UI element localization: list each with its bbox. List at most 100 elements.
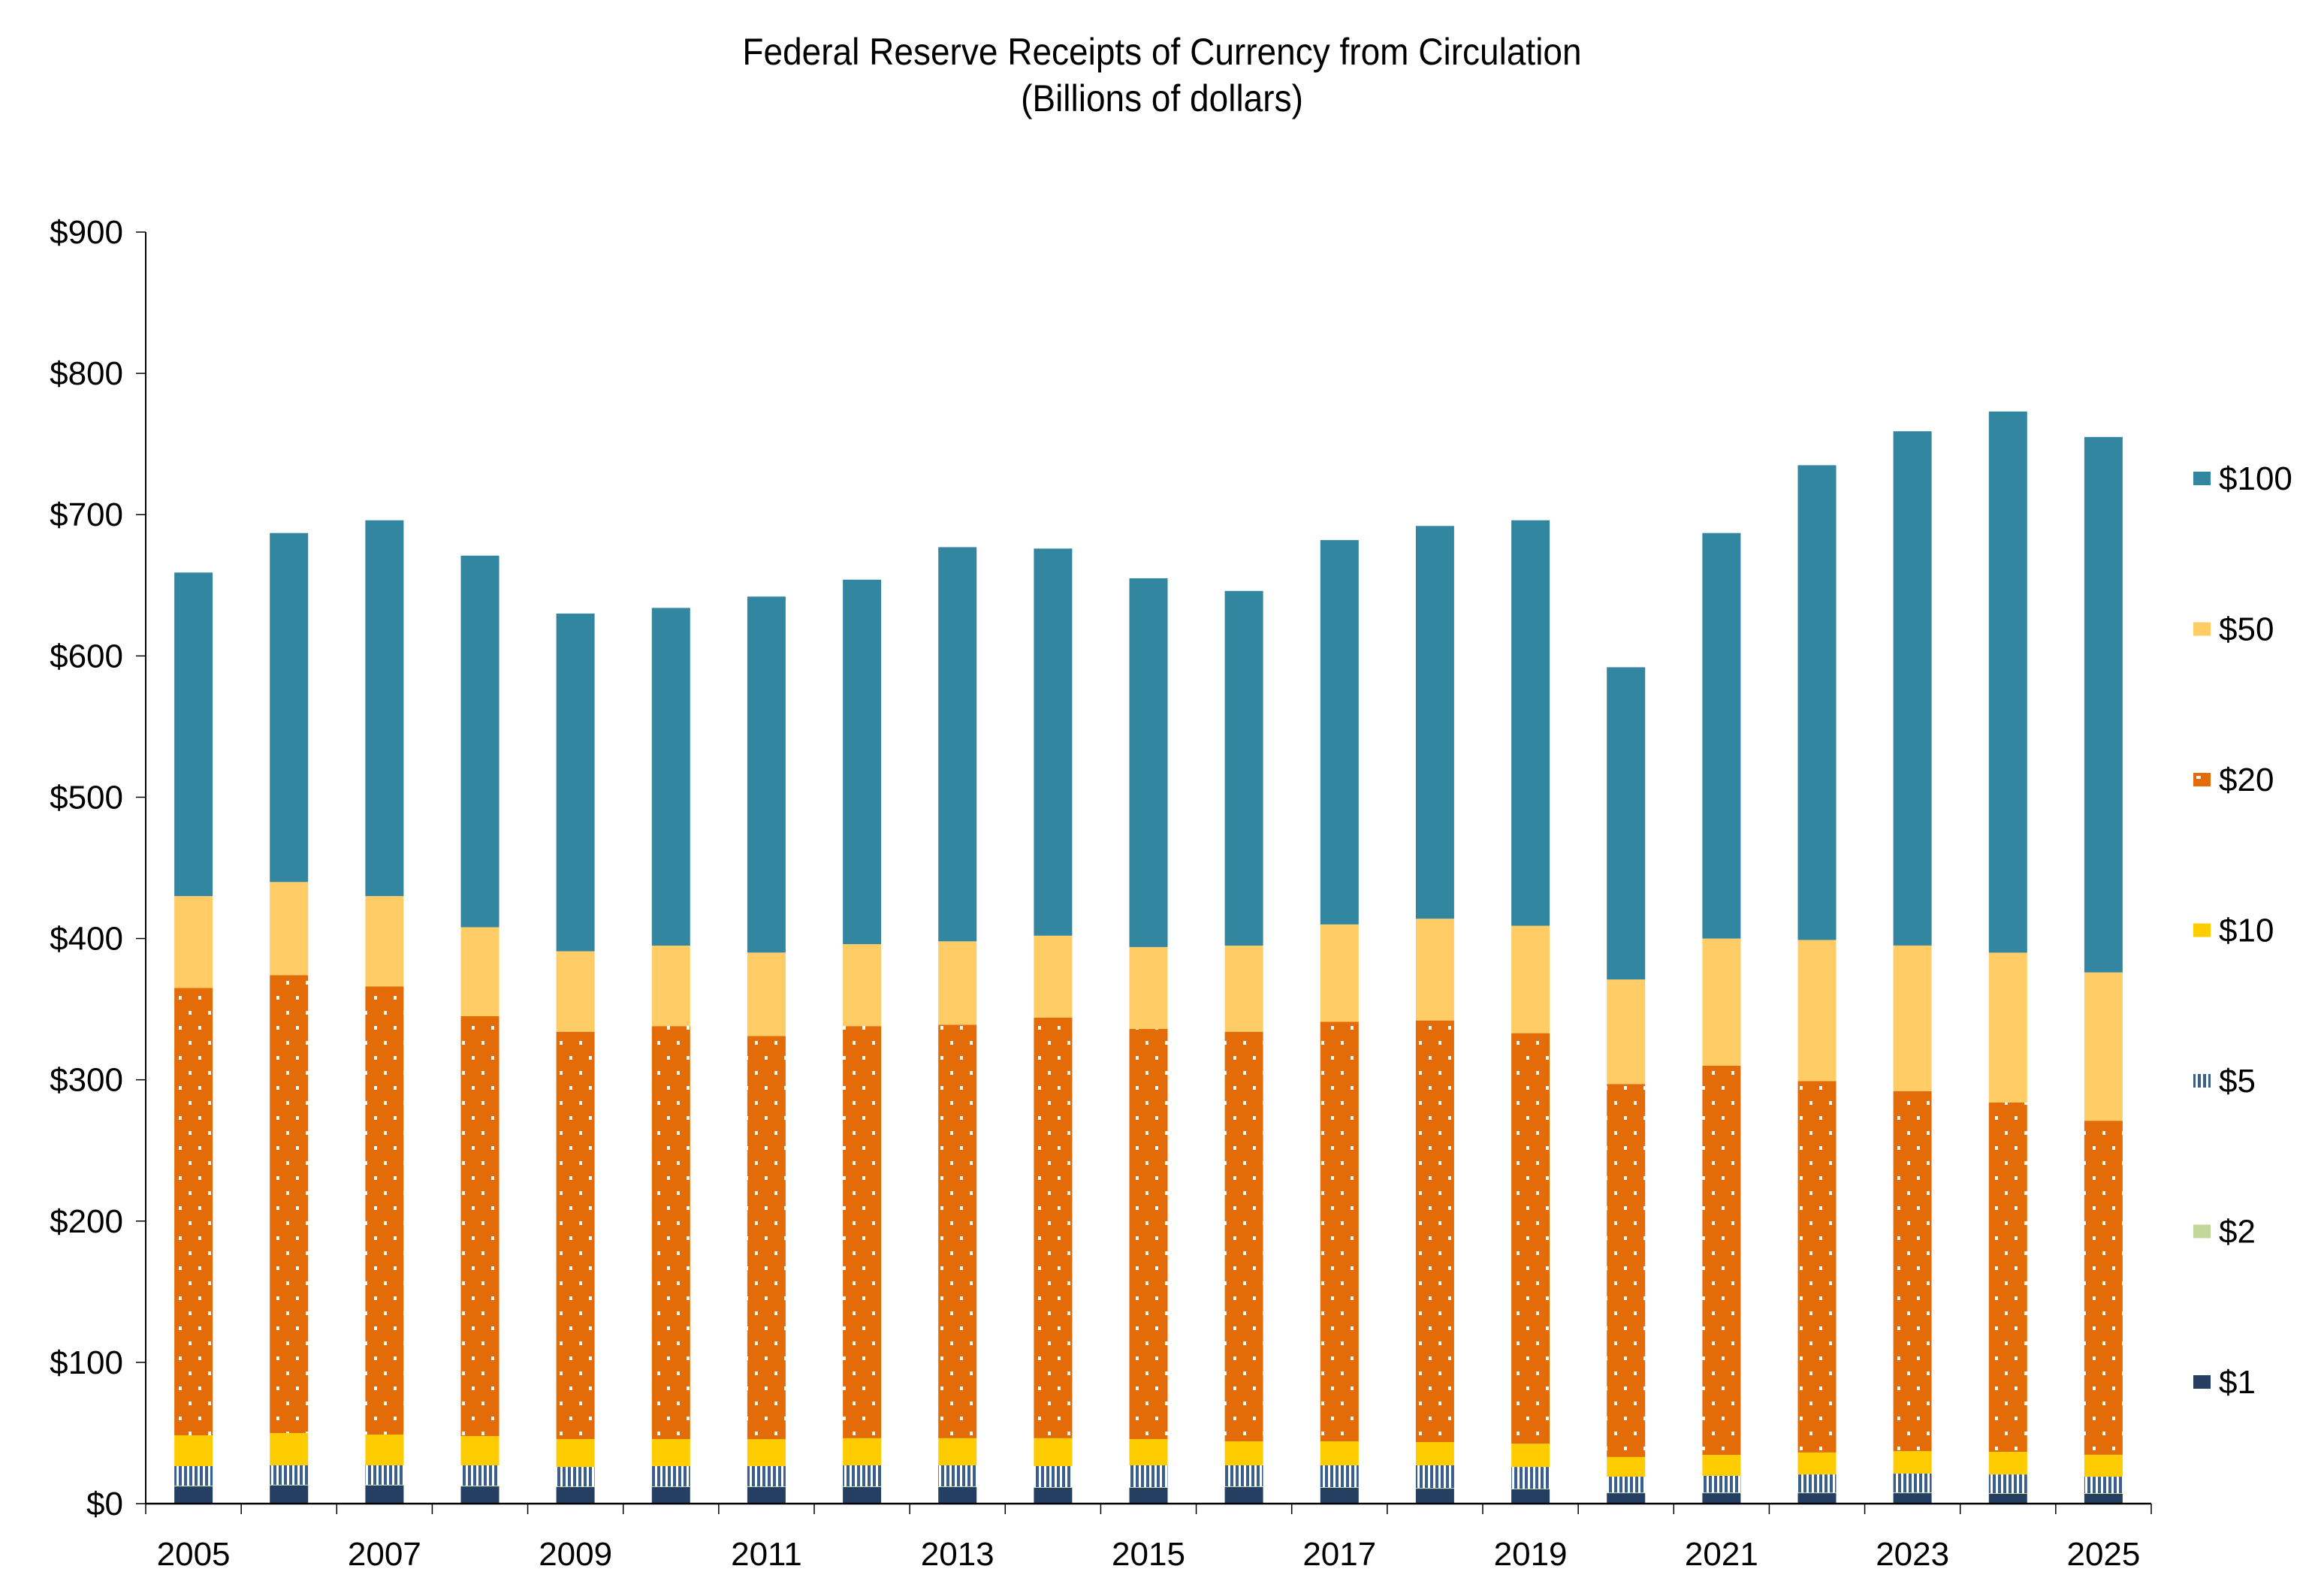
- legend: $100 $50 $20 $10 $5 $2 $1: [2193, 460, 2292, 1401]
- bar-segment-usd5-2016: [1224, 1465, 1263, 1486]
- legend-label: $50: [2219, 611, 2274, 648]
- bar-segment-usd100-2006: [270, 533, 309, 883]
- bar-segment-usd10-2024: [1988, 1452, 2027, 1475]
- bar-segment-usd10-2022: [1797, 1452, 1837, 1475]
- bar-stack-2011: [747, 596, 786, 1504]
- bar-segment-usd1-2025: [2084, 1494, 2123, 1504]
- bar-segment-usd5-2013: [938, 1465, 977, 1486]
- bar-segment-usd100-2009: [556, 613, 595, 952]
- bar-segment-usd10-2019: [1511, 1444, 1550, 1468]
- y-tick-label: $600: [50, 638, 123, 674]
- bar-segment-usd5-2012: [843, 1465, 882, 1486]
- bar-segment-usd5-2019: [1511, 1467, 1550, 1489]
- bar-segment-usd2-2011: [747, 1486, 786, 1487]
- chart-title-main: Federal Reserve Receipts of Currency fro…: [742, 31, 1582, 73]
- bar-segment-usd50-2019: [1511, 925, 1550, 1033]
- bar-segment-usd5-2025: [2084, 1477, 2123, 1494]
- bar-segment-usd2-2024: [1988, 1493, 2027, 1494]
- bar-segment-usd20-2008: [460, 1016, 500, 1437]
- bar-segment-usd10-2005: [174, 1435, 213, 1466]
- bar-segment-usd100-2022: [1797, 465, 1837, 940]
- bar-segment-usd20-2011: [747, 1036, 786, 1440]
- bar-segment-usd20-2017: [1320, 1021, 1359, 1441]
- bar-segment-usd10-2018: [1415, 1442, 1454, 1465]
- bar-segment-usd1-2015: [1129, 1487, 1168, 1504]
- bar-segment-usd5-2023: [1893, 1473, 1932, 1493]
- y-tick-label: $700: [50, 496, 123, 533]
- bar-segment-usd50-2023: [1893, 946, 1932, 1091]
- bar-segment-usd100-2010: [651, 608, 690, 946]
- bar-segment-usd50-2017: [1320, 924, 1359, 1022]
- bar-stack-2012: [843, 579, 882, 1504]
- bar-segment-usd50-2016: [1224, 946, 1263, 1032]
- bar-segment-usd20-2013: [938, 1024, 977, 1438]
- bar-segment-usd2-2022: [1797, 1492, 1837, 1493]
- bar-segment-usd5-2020: [1607, 1477, 1646, 1493]
- bar-segment-usd2-2013: [938, 1486, 977, 1487]
- bar-segment-usd100-2020: [1607, 667, 1646, 980]
- bar-segment-usd20-2022: [1797, 1081, 1837, 1453]
- bar-stack-2013: [938, 547, 977, 1504]
- bar-segment-usd10-2016: [1224, 1441, 1263, 1465]
- bar-segment-usd100-2025: [2084, 436, 2123, 973]
- bar-segment-usd100-2005: [174, 572, 213, 897]
- bar-segment-usd20-2024: [1988, 1102, 2027, 1452]
- legend-swatch: [2193, 1074, 2211, 1088]
- bar-segment-usd5-2011: [747, 1466, 786, 1487]
- bar-segment-usd50-2022: [1797, 940, 1837, 1082]
- bar-segment-usd50-2015: [1129, 946, 1168, 1029]
- bar-stack-2021: [1702, 533, 1741, 1504]
- bar-segment-usd50-2011: [747, 952, 786, 1036]
- axes: $0 $100 $200 $300 $400 $500 $600 $700 $800 $900 20…: [50, 214, 2152, 1573]
- bar-segment-usd100-2017: [1320, 540, 1359, 925]
- bar-segment-usd100-2013: [938, 547, 977, 942]
- bar-segment-usd100-2012: [843, 579, 882, 945]
- bar-stack-2019: [1511, 520, 1550, 1504]
- legend-label: $20: [2219, 762, 2274, 798]
- bar-segment-usd1-2008: [460, 1486, 500, 1504]
- bar-segment-usd5-2005: [174, 1466, 213, 1486]
- bar-segment-usd10-2008: [460, 1436, 500, 1465]
- bar-segment-usd100-2007: [365, 520, 404, 897]
- bar-segment-usd1-2009: [556, 1487, 595, 1504]
- bar-segment-usd20-2020: [1607, 1084, 1646, 1457]
- x-tick-label: 2017: [1302, 1536, 1376, 1573]
- bar-segment-usd5-2024: [1988, 1474, 2027, 1494]
- bar-segment-usd10-2012: [843, 1438, 882, 1465]
- y-tick-label: $400: [50, 921, 123, 958]
- bar-segment-usd2-2025: [2084, 1493, 2123, 1494]
- x-tick-label: 2011: [731, 1536, 802, 1573]
- x-tick-label: 2005: [157, 1536, 231, 1573]
- bar-segment-usd2-2018: [1415, 1488, 1454, 1489]
- bar-segment-usd20-2010: [651, 1026, 690, 1439]
- y-tick-label: $200: [50, 1203, 123, 1240]
- bar-segment-usd10-2010: [651, 1439, 690, 1466]
- bar-segment-usd5-2010: [651, 1466, 690, 1487]
- bar-segment-usd20-2014: [1034, 1017, 1073, 1438]
- bar-segment-usd100-2008: [460, 555, 500, 928]
- bar-segment-usd1-2021: [1702, 1493, 1741, 1504]
- y-tick-label: $900: [50, 214, 123, 251]
- bar-segment-usd2-2023: [1893, 1492, 1932, 1493]
- plot-area: [174, 411, 2123, 1504]
- bar-stack-2006: [270, 533, 309, 1504]
- bar-stack-2017: [1320, 540, 1359, 1504]
- legend-swatch: [2193, 1375, 2211, 1389]
- bar-segment-usd2-2021: [1702, 1492, 1741, 1493]
- bar-segment-usd50-2012: [843, 944, 882, 1027]
- bar-stack-2007: [365, 520, 404, 1504]
- bar-stack-2020: [1607, 667, 1646, 1504]
- bar-segment-usd2-2009: [556, 1486, 595, 1487]
- bar-segment-usd1-2020: [1607, 1493, 1646, 1504]
- bar-segment-usd50-2008: [460, 927, 500, 1016]
- bar-segment-usd5-2017: [1320, 1465, 1359, 1487]
- bar-segment-usd1-2005: [174, 1486, 213, 1504]
- bar-segment-usd10-2023: [1893, 1451, 1932, 1474]
- x-tick-label: 2013: [921, 1536, 994, 1573]
- x-tick-label: 2025: [2066, 1536, 2140, 1573]
- y-tick-label: $100: [50, 1344, 123, 1381]
- x-tick-label: 2009: [539, 1536, 612, 1573]
- x-tick-label: 2019: [1494, 1536, 1568, 1573]
- bar-segment-usd10-2009: [556, 1439, 595, 1468]
- bar-segment-usd1-2012: [843, 1487, 882, 1504]
